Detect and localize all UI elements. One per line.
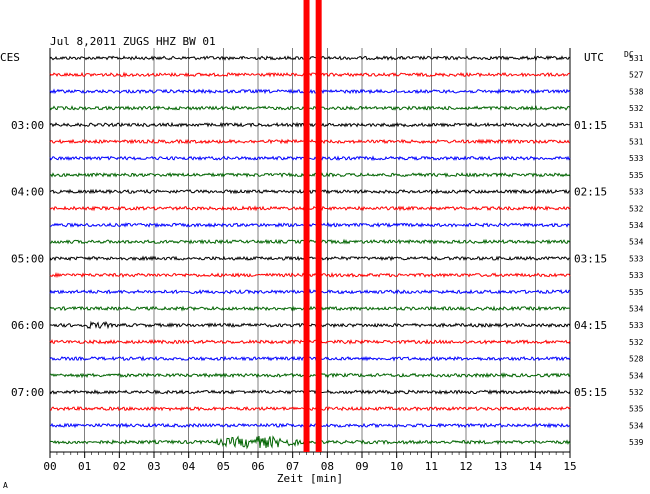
right-hour-label: 03:15	[574, 252, 607, 265]
seismic-traces	[49, 55, 571, 450]
dc-value: 534	[629, 421, 644, 430]
trace	[49, 205, 571, 212]
x-tick-label: 04	[182, 460, 196, 473]
x-tick-label: 14	[529, 460, 543, 473]
hour-labels: 03:00 04:00 05:00 06:00 07:00 01:15 02:15 03:15…	[11, 119, 607, 399]
left-hour-label: 07:00	[11, 386, 44, 399]
x-tick-label: 07	[286, 460, 299, 473]
trace	[49, 338, 571, 345]
left-timezone-label: CES	[0, 51, 20, 64]
x-tick-label: 10	[390, 460, 403, 473]
dc-value: 534	[629, 221, 644, 230]
right-hour-label: 04:15	[574, 319, 607, 332]
trace	[49, 372, 571, 379]
dc-value: 533	[629, 271, 644, 280]
trace	[49, 55, 571, 61]
dc-value: 527	[629, 71, 644, 80]
x-tick-label: 01	[78, 460, 91, 473]
right-timezone-label: UTC	[584, 51, 604, 64]
trace	[49, 305, 571, 312]
dc-value: 532	[629, 204, 644, 213]
x-tick-label: 12	[459, 460, 472, 473]
event-markers	[303, 0, 322, 452]
trace	[49, 155, 571, 162]
right-hour-label: 01:15	[574, 119, 607, 132]
trace	[50, 222, 571, 229]
dc-value: 533	[629, 254, 644, 263]
trace	[49, 405, 571, 412]
grid-lines	[49, 48, 571, 453]
dc-value: 534	[629, 305, 644, 314]
trace	[49, 320, 571, 330]
x-axis-ticks: 00 01 02 03 04 05 06 07 08 09 10 11 12 13 14 15	[43, 452, 577, 473]
trace	[49, 389, 571, 395]
trace	[49, 238, 571, 245]
trace	[49, 171, 571, 178]
trace	[49, 71, 570, 78]
x-tick-label: 08	[321, 460, 334, 473]
dc-value: 531	[629, 54, 644, 63]
chart-title: Jul 8,2011 ZUGS HHZ BW 01	[50, 35, 216, 48]
dc-value: 534	[629, 371, 644, 380]
left-hour-label: 03:00	[11, 119, 44, 132]
x-tick-label: 15	[563, 460, 576, 473]
dc-value: 535	[629, 405, 644, 414]
trace	[49, 188, 571, 195]
dc-value: 534	[629, 238, 644, 247]
dc-value: 532	[629, 104, 644, 113]
trace	[49, 435, 571, 450]
left-hour-label: 04:00	[11, 186, 44, 199]
dc-value: 535	[629, 171, 644, 180]
footer-mark: A	[3, 481, 8, 490]
trace	[49, 88, 571, 95]
x-tick-label: 06	[251, 460, 264, 473]
dc-value: 533	[629, 321, 644, 330]
dc-value: 538	[629, 87, 644, 96]
dc-value: 533	[629, 188, 644, 197]
dc-value: 528	[629, 355, 644, 364]
dc-value: 533	[629, 154, 644, 163]
trace	[49, 272, 571, 279]
x-tick-label: 00	[43, 460, 56, 473]
dc-value: 532	[629, 338, 644, 347]
left-hour-label: 06:00	[11, 319, 44, 332]
x-tick-label: 02	[113, 460, 126, 473]
trace	[49, 105, 571, 111]
dc-value: 539	[629, 438, 644, 447]
dc-values: 531 527 538 532 531 531 533 535 533 532 534 534 533 5…	[629, 54, 644, 447]
trace	[49, 288, 571, 295]
dc-value: 531	[629, 138, 644, 147]
x-tick-label: 11	[425, 460, 438, 473]
dc-value: 532	[629, 388, 644, 397]
left-hour-label: 05:00	[11, 252, 44, 265]
trace	[49, 138, 571, 145]
trace	[49, 422, 571, 429]
right-hour-label: 05:15	[574, 386, 607, 399]
dc-value: 531	[629, 121, 644, 130]
x-tick-label: 09	[355, 460, 368, 473]
trace	[49, 355, 571, 362]
x-axis-label: Zeit [min]	[277, 472, 343, 485]
dc-label: DC	[624, 50, 634, 59]
right-hour-label: 02:15	[574, 186, 607, 199]
trace	[49, 255, 570, 262]
trace	[49, 121, 571, 128]
x-tick-label: 05	[217, 460, 230, 473]
dc-value: 535	[629, 288, 644, 297]
x-tick-label: 13	[494, 460, 507, 473]
x-tick-label: 03	[147, 460, 160, 473]
